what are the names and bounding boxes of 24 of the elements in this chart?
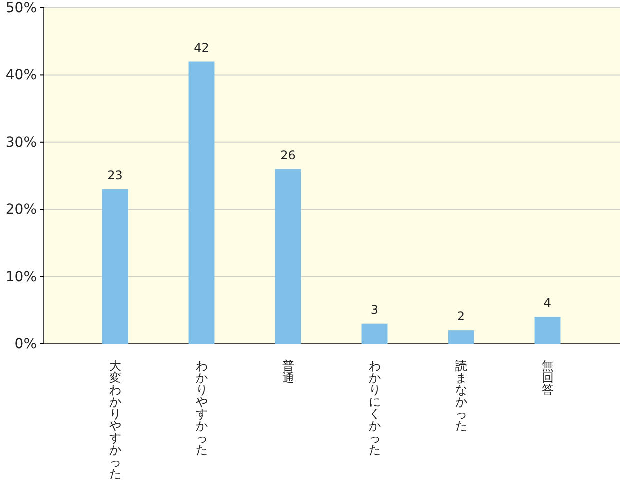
- bar: [102, 189, 128, 344]
- bar: [362, 324, 388, 344]
- data-label: 26: [280, 148, 296, 162]
- y-tick-label: 50%: [6, 0, 37, 16]
- x-tick-label: わかりやすかった: [196, 359, 208, 457]
- bar: [448, 330, 474, 344]
- data-label: 23: [108, 168, 123, 182]
- y-tick-label: 10%: [6, 269, 37, 286]
- category-label: 大変わかりやすかった: [109, 359, 122, 481]
- y-tick-label: 40%: [6, 68, 37, 84]
- data-label: 42: [194, 40, 210, 55]
- x-tick-label: 読まなかった: [455, 359, 468, 433]
- data-label: 4: [544, 296, 552, 310]
- y-tick-label: 0%: [14, 336, 37, 352]
- y-tick-label: 20%: [6, 202, 37, 218]
- bar: [275, 169, 302, 344]
- bar: [188, 62, 215, 344]
- y-tick-label: 30%: [6, 134, 37, 151]
- bar: [534, 317, 561, 344]
- data-label: 2: [457, 310, 466, 324]
- x-tick-label: 無回答: [542, 359, 554, 397]
- x-tick-label: わかりにくかった: [368, 359, 381, 457]
- x-tick-label: 普通: [282, 359, 294, 385]
- data-label: 3: [370, 302, 379, 317]
